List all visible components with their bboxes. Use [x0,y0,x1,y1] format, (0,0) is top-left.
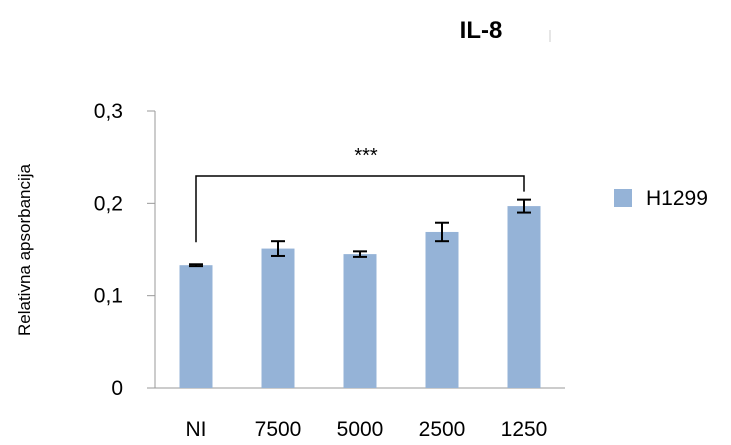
y-tick-label: 0,1 [94,285,123,308]
y-tick-label: 0,3 [94,100,123,123]
y-tick-label: 0,2 [94,192,123,215]
bar-1250 [507,206,541,388]
y-tick-label: 0 [111,377,123,400]
y-axis-ticks: 0 0,1 0,2 0,3 [94,100,155,400]
bars-group [179,198,541,388]
bar-NI [179,265,213,388]
x-tick-label-1250: 1250 [501,418,548,441]
x-tick-label-2500: 2500 [419,418,466,441]
x-tick-label-NI: NI [186,418,207,441]
legend: H1299 [614,187,708,210]
chart-title: IL-8 [460,17,503,44]
bar-7500 [261,248,295,388]
significance-bracket [195,175,525,243]
x-tick-label-5000: 5000 [337,418,384,441]
x-tick-label-7500: 7500 [255,418,302,441]
bar-5000 [343,254,377,388]
y-axis-label: Relativna apsorbancija [15,163,34,336]
legend-label-h1299: H1299 [646,187,708,210]
significance-annotation: *** [195,145,525,243]
bar-2500 [425,231,459,388]
significance-stars: *** [354,145,378,167]
legend-swatch-h1299 [614,189,632,207]
x-axis-tick-labels: NI 7500 5000 2500 1250 [186,418,548,441]
